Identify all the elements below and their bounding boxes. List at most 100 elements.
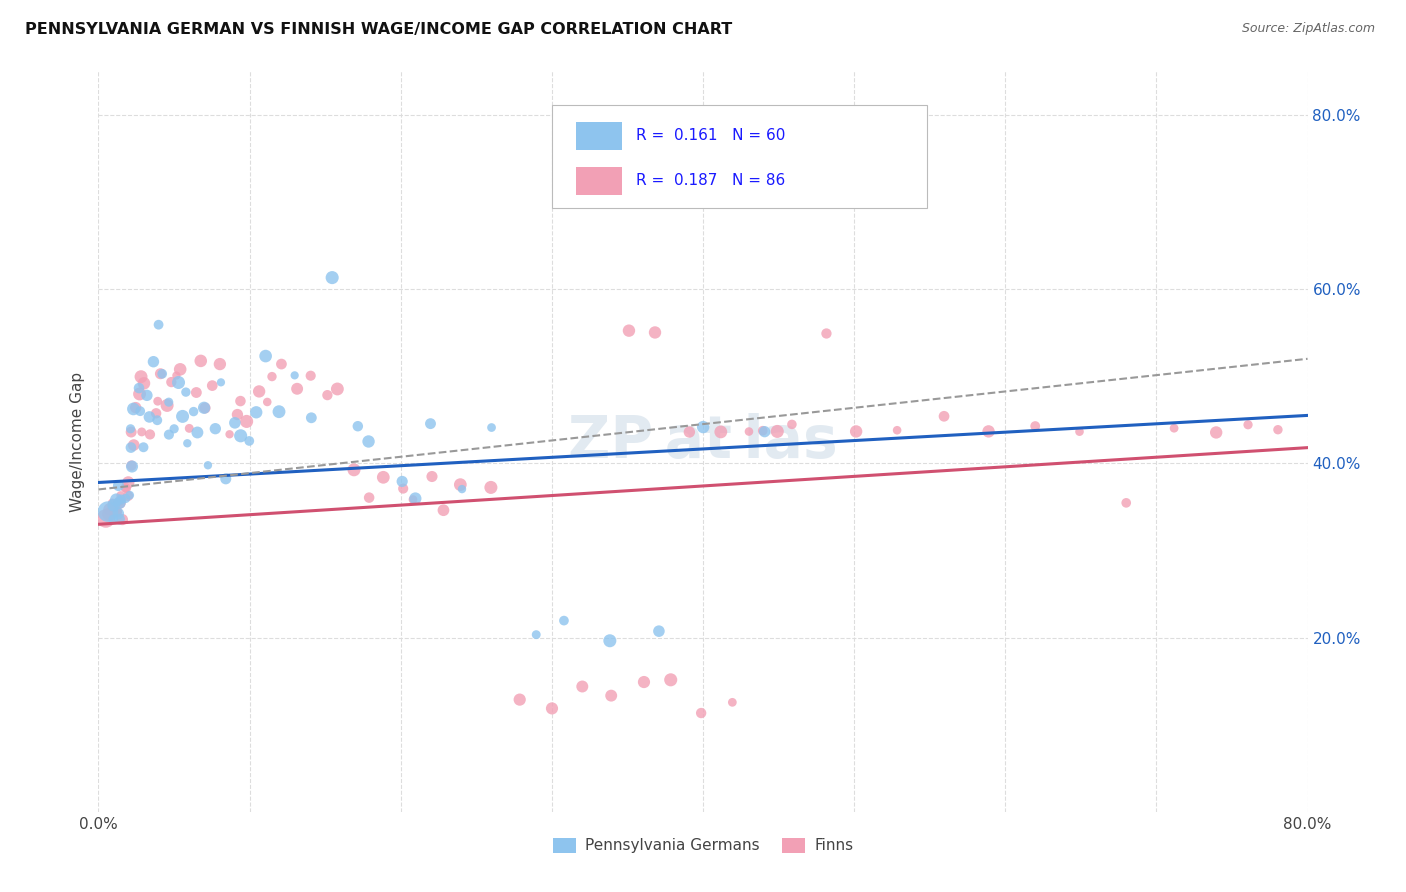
Point — [115, 481, 138, 495]
Point — [245, 405, 267, 419]
Point — [1237, 417, 1260, 432]
Point — [316, 388, 339, 402]
Point — [165, 368, 187, 383]
Point — [121, 459, 143, 474]
Point — [256, 395, 278, 409]
Point — [157, 427, 180, 442]
Point — [553, 614, 575, 628]
Y-axis label: Wage/Income Gap: Wage/Income Gap — [70, 371, 86, 512]
Text: ZP at las: ZP at las — [568, 413, 838, 470]
Point — [373, 470, 395, 484]
Point — [260, 369, 283, 384]
Point — [599, 633, 621, 648]
Point — [1267, 423, 1289, 437]
Point — [128, 381, 150, 395]
Point — [633, 675, 655, 690]
Point — [229, 429, 252, 443]
Point — [193, 401, 215, 415]
Point — [111, 512, 134, 526]
Point — [160, 375, 183, 389]
Point — [509, 692, 531, 706]
Point — [122, 438, 145, 452]
Point — [780, 417, 803, 432]
Point — [270, 357, 292, 371]
Point — [391, 475, 413, 489]
Point — [571, 680, 593, 694]
Point — [105, 492, 128, 507]
Point — [721, 695, 744, 709]
Point — [1024, 419, 1046, 434]
Point — [218, 427, 240, 442]
Point — [208, 357, 231, 371]
Point — [120, 422, 142, 436]
Legend: Pennsylvania Germans, Finns: Pennsylvania Germans, Finns — [547, 831, 859, 860]
Text: R =  0.187   N = 86: R = 0.187 N = 86 — [637, 173, 786, 188]
Point — [118, 488, 141, 502]
Point — [420, 469, 443, 483]
FancyBboxPatch shape — [551, 104, 927, 209]
Point — [357, 434, 380, 449]
Point — [139, 427, 162, 442]
Point — [131, 425, 153, 439]
Point — [224, 416, 246, 430]
Point — [190, 354, 212, 368]
Point — [267, 405, 290, 419]
Point — [114, 491, 136, 506]
Point — [186, 425, 208, 440]
FancyBboxPatch shape — [576, 121, 621, 150]
Point — [138, 409, 160, 424]
Point — [108, 512, 131, 526]
Point — [600, 689, 623, 703]
Point — [229, 394, 252, 409]
Point — [326, 382, 349, 396]
Point — [977, 425, 1000, 439]
Point — [197, 458, 219, 473]
Point — [120, 425, 142, 439]
Text: PENNSYLVANIA GERMAN VS FINNISH WAGE/INCOME GAP CORRELATION CHART: PENNSYLVANIA GERMAN VS FINNISH WAGE/INCO… — [25, 22, 733, 37]
Point — [299, 368, 322, 383]
Point — [659, 673, 682, 687]
Point — [648, 624, 671, 639]
Point — [194, 401, 217, 415]
Point — [404, 491, 426, 506]
Point — [157, 395, 180, 409]
Point — [690, 706, 713, 720]
Point — [845, 425, 868, 439]
Point — [129, 404, 152, 418]
Point — [108, 496, 131, 510]
Point — [103, 498, 125, 512]
Point — [125, 401, 148, 415]
Point — [110, 492, 132, 507]
Point — [754, 425, 776, 439]
Point — [201, 378, 224, 392]
Point — [215, 472, 238, 486]
Point — [1205, 425, 1227, 440]
Point — [163, 422, 186, 436]
Point — [108, 494, 131, 508]
Point — [359, 491, 381, 505]
Point — [710, 425, 733, 439]
Text: R =  0.161   N = 60: R = 0.161 N = 60 — [637, 128, 786, 144]
Point — [142, 355, 165, 369]
Point — [110, 488, 132, 502]
Point — [105, 505, 128, 519]
Point — [541, 701, 564, 715]
Point — [815, 326, 838, 341]
Point — [167, 376, 190, 390]
Point — [449, 477, 471, 491]
Point — [644, 326, 666, 340]
Point — [107, 478, 129, 492]
Point — [678, 425, 700, 439]
Point — [299, 410, 322, 425]
Point — [479, 480, 502, 494]
Point — [766, 425, 789, 439]
Point — [1069, 425, 1091, 439]
Point — [104, 504, 127, 518]
Point — [149, 367, 172, 381]
Point — [101, 512, 124, 526]
Point — [176, 436, 198, 450]
Point — [132, 440, 155, 454]
Point — [146, 394, 169, 409]
Point — [122, 401, 145, 416]
Point — [97, 507, 120, 521]
